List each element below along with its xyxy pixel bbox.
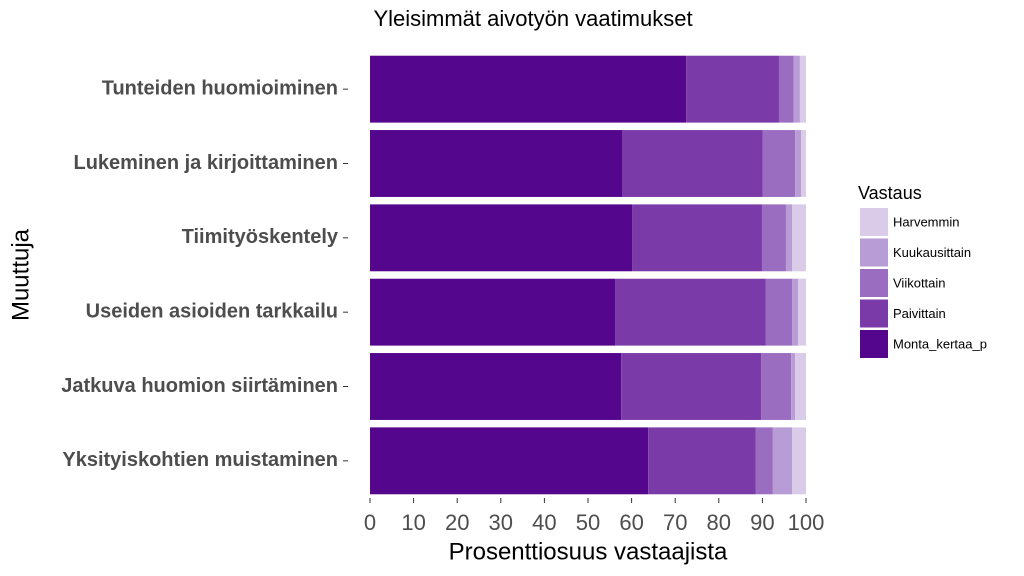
bar-segment <box>686 55 779 123</box>
x-tick-label: 60 <box>619 510 643 535</box>
legend-key <box>860 330 888 358</box>
x-tick-label: 100 <box>788 510 825 535</box>
x-tick-label: 20 <box>445 510 469 535</box>
bar-segment <box>801 130 806 197</box>
x-tick-label: 30 <box>489 510 513 535</box>
bar-segment <box>793 55 800 123</box>
legend-label: Viikottain <box>893 275 946 290</box>
bar-segment <box>648 427 756 495</box>
bar-segment <box>792 278 799 346</box>
bar-segment <box>791 353 796 420</box>
legend-key <box>860 299 888 328</box>
bar-segment <box>615 278 766 346</box>
bar-segment <box>799 55 806 123</box>
bar-segment <box>778 55 794 123</box>
bar-segment <box>755 427 773 495</box>
y-tick-label: Tiimityöskentely <box>182 226 339 248</box>
x-tick-label: 50 <box>576 510 600 535</box>
y-axis-label: Muuttuja <box>7 228 34 321</box>
bar-segment <box>370 427 649 495</box>
bar-segment <box>765 278 793 346</box>
bar-segment <box>761 353 792 420</box>
bar-segment <box>792 204 806 272</box>
x-tick-label: 0 <box>364 510 376 535</box>
bar-segment <box>622 130 763 197</box>
bar-segment <box>370 130 623 197</box>
bar-segment <box>785 204 793 272</box>
legend-key <box>860 208 888 236</box>
y-tick-label: Jatkuva huomion siirtäminen <box>61 375 338 397</box>
bar-segment <box>370 278 616 346</box>
bar-segment <box>762 130 796 197</box>
x-tick-label: 40 <box>532 510 556 535</box>
x-tick-label: 10 <box>401 510 425 535</box>
bar-segment <box>798 278 806 346</box>
y-tick-label: Tunteiden huomioiminen <box>102 77 338 99</box>
bar-segment <box>621 353 762 420</box>
bar-segment <box>792 427 806 495</box>
y-tick-label: Yksityiskohtien muistaminen <box>62 449 338 471</box>
bar-segment <box>772 427 793 495</box>
y-tick-label: Lukeminen ja kirjoittaminen <box>73 152 338 174</box>
legend-title: Vastaus <box>858 183 922 203</box>
bar-segment <box>761 204 786 272</box>
bar-segment <box>370 204 633 272</box>
bar-segment <box>370 353 622 420</box>
x-tick-label: 70 <box>663 510 687 535</box>
legend-label: Harvemmin <box>893 214 959 229</box>
legend-label: Monta_kertaa_p <box>893 336 987 351</box>
legend-label: Kuukausittain <box>893 245 971 260</box>
legend-key <box>860 269 888 297</box>
legend-label: Paivittain <box>893 306 946 321</box>
x-tick-label: 80 <box>707 510 731 535</box>
bar-segment <box>795 353 806 420</box>
x-axis-label: Prosenttiosuus vastaajista <box>449 538 728 565</box>
y-tick-label: Useiden asioiden tarkkailu <box>86 300 338 322</box>
bar-segment <box>370 55 687 123</box>
bar-segment <box>795 130 802 197</box>
x-tick-label: 90 <box>750 510 774 535</box>
bar-segment <box>632 204 762 272</box>
legend-key <box>860 238 888 267</box>
chart-title: Yleisimmät aivotyön vaatimukset <box>373 6 692 31</box>
